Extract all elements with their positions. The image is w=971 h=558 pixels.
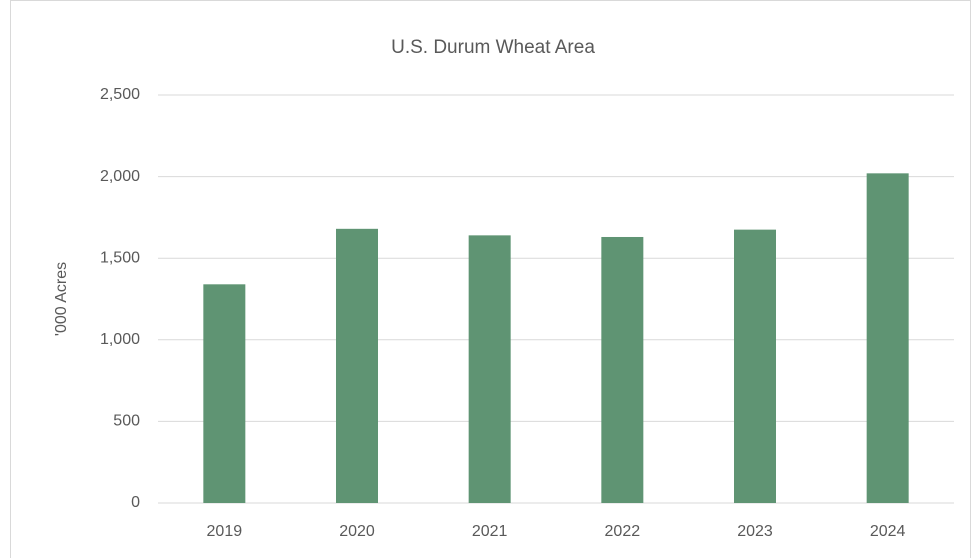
y-tick-label: 2,500 <box>100 86 140 103</box>
x-tick-label: 2023 <box>737 523 773 540</box>
y-tick-label: 500 <box>113 413 140 430</box>
y-tick-label: 1,000 <box>100 331 140 348</box>
bar <box>468 235 511 504</box>
bar <box>866 173 909 503</box>
x-tick-label: 2022 <box>605 523 641 540</box>
x-tick-label: 2019 <box>207 523 243 540</box>
x-tick-label: 2024 <box>870 523 906 540</box>
bar <box>601 236 644 503</box>
y-tick-label: 1,500 <box>100 249 140 266</box>
y-tick-label: 2,000 <box>100 168 140 185</box>
y-tick-label: 0 <box>131 494 140 511</box>
bar <box>734 229 776 503</box>
bar <box>336 228 378 503</box>
x-tick-label: 2021 <box>472 523 508 540</box>
chart-title: U.S. Durum Wheat Area <box>391 37 595 58</box>
bar <box>203 284 246 503</box>
x-tick-label: 2020 <box>339 523 375 540</box>
y-axis-label: '000 Acres <box>53 262 70 336</box>
